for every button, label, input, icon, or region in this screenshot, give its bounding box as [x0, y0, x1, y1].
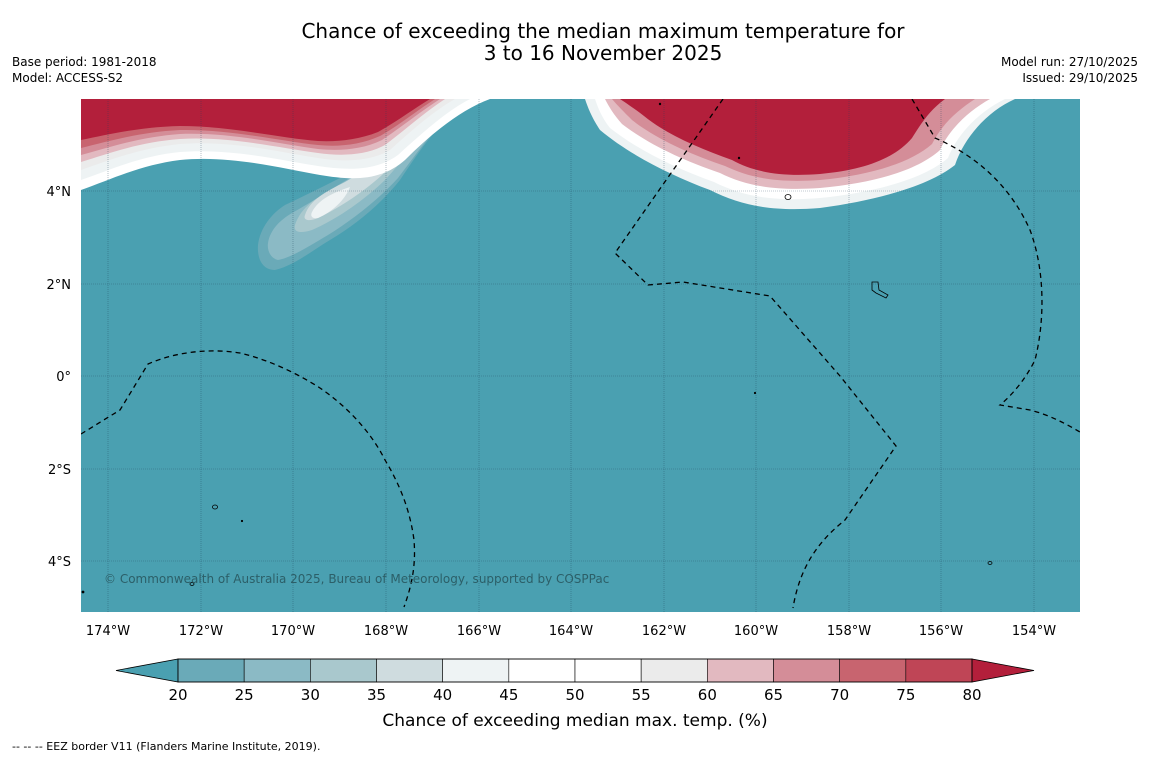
plume-center: [311, 187, 350, 219]
lat-tick-label: 2°S: [48, 463, 71, 478]
colorbar-bin: [376, 658, 443, 683]
eez-borders: [81, 99, 1080, 609]
colorbar-low-extension: [115, 658, 179, 683]
colorbar-bin: [442, 658, 510, 683]
lat-tick-label: 0°: [56, 370, 71, 385]
lon-tick-label: 172°W: [179, 624, 223, 639]
colorbar-bin: [508, 658, 576, 683]
lat-tick-labels: 4°N 2°N 0° 2°S 4°S: [47, 185, 72, 570]
meta-left: Base period: 1981-2018 Model: ACCESS-S2: [12, 54, 157, 86]
colorbar-tick-label: 50: [565, 686, 584, 704]
colorbar-bin: [310, 658, 377, 683]
colorbar-bin: [707, 658, 774, 683]
lon-tick-label: 160°W: [734, 624, 778, 639]
colorbar-tick-label: 65: [764, 686, 783, 704]
eez-credit: -- -- -- EEZ border V11 (Flanders Marine…: [12, 740, 321, 753]
lon-tick-label: 170°W: [271, 624, 315, 639]
lat-tick-label: 2°N: [47, 278, 72, 293]
title-line-2: 3 to 16 November 2025: [483, 41, 723, 65]
colorbar-bin: [640, 658, 708, 683]
lon-tick-labels: 174°W 172°W 170°W 168°W 166°W 164°W 162°…: [86, 624, 1056, 639]
lon-tick-label: 168°W: [364, 624, 408, 639]
lat-tick-label: 4°N: [47, 185, 72, 200]
base-period: Base period: 1981-2018: [12, 55, 157, 69]
colorbar-frame: [177, 658, 973, 683]
model-run: Model run: 27/10/2025: [1000, 55, 1138, 69]
colorbar-bin: [243, 658, 311, 683]
gridlines: [81, 99, 1080, 612]
colorbar: 20 25 30 35 40 45 50 55 60 65 70 75 80 Chance of exc…: [115, 658, 1035, 731]
colorbar-tick-label: 35: [367, 686, 386, 704]
lon-tick-label: 174°W: [86, 624, 130, 639]
colorbar-tick-label: 20: [168, 686, 187, 704]
colorbar-high-extension: [971, 658, 1035, 683]
colorbar-tick-label: 45: [499, 686, 518, 704]
colorbar-tick-label: 60: [698, 686, 717, 704]
colorbar-bin: [574, 658, 642, 683]
colorbar-tick-label: 40: [433, 686, 452, 704]
title-line-1: Chance of exceeding the median maximum t…: [301, 19, 905, 43]
meta-right: Model run: 27/10/2025 Issued: 29/10/2025: [1001, 54, 1138, 86]
colorbar-tick-label: 25: [235, 686, 254, 704]
colorbar-tick-label: 80: [962, 686, 981, 704]
map-panel: © Commonwealth of Australia 2025, Bureau…: [81, 99, 1080, 612]
chart-title: Chance of exceeding the median maximum t…: [0, 20, 1150, 64]
colorbar-tick-labels: 20 25 30 35 40 45 50 55 60 65 70 75 80: [168, 686, 981, 704]
model-name: Model: ACCESS-S2: [12, 71, 124, 85]
copyright-text: © Commonwealth of Australia 2025, Bureau…: [104, 572, 609, 586]
colorbar-bin: [773, 658, 840, 683]
lon-tick-label: 164°W: [549, 624, 593, 639]
colorbar-label: Chance of exceeding median max. temp. (%…: [382, 711, 767, 731]
islands: [81, 102, 993, 594]
lon-tick-label: 156°W: [919, 624, 963, 639]
colorbar-bin: [839, 658, 907, 683]
west-band-80: [81, 99, 430, 142]
lon-tick-label: 166°W: [457, 624, 501, 639]
colorbar-bin: [905, 658, 973, 683]
colorbar-bins: [177, 658, 973, 683]
lon-tick-label: 154°W: [1012, 624, 1056, 639]
colorbar-tick-label: 70: [830, 686, 849, 704]
colorbar-bin: [177, 658, 245, 683]
colorbar-tick-label: 75: [896, 686, 915, 704]
colorbar-tick-label: 55: [632, 686, 651, 704]
lon-tick-label: 158°W: [827, 624, 871, 639]
lon-tick-label: 162°W: [642, 624, 686, 639]
issued-date: Issued: 29/10/2025: [1022, 71, 1138, 85]
east-band-80: [620, 99, 945, 175]
lat-tick-label: 4°S: [48, 555, 71, 570]
colorbar-tick-label: 30: [301, 686, 320, 704]
